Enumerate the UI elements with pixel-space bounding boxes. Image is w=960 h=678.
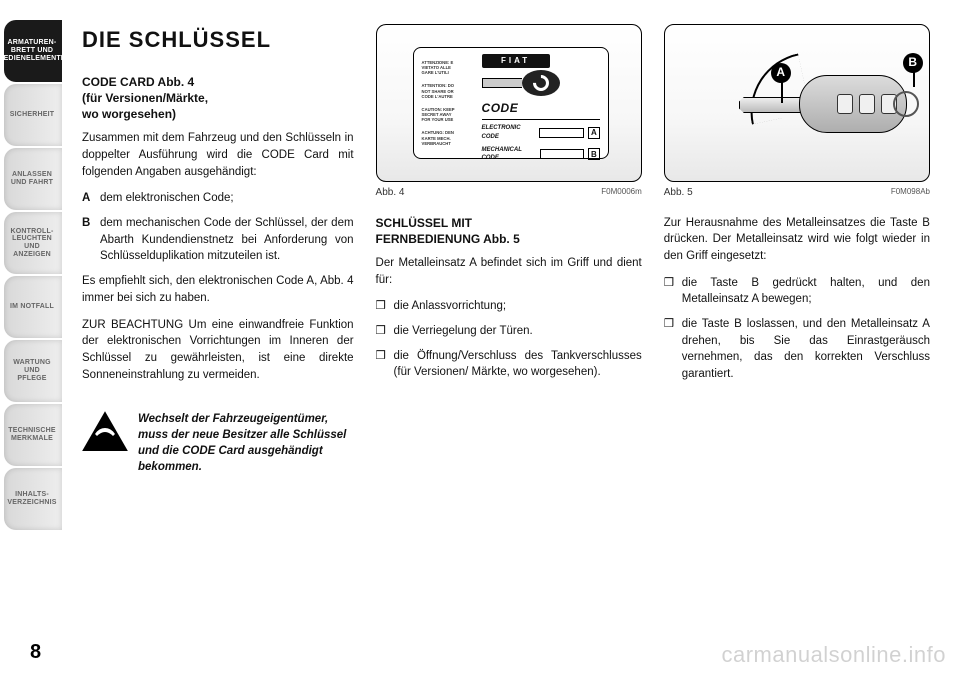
bullet-icon: ❒: [376, 348, 394, 381]
callout-line: [781, 81, 783, 103]
code-card-intro: Zusammen mit dem Fahrzeug und den Schlüs…: [82, 130, 354, 180]
tab-anlassen[interactable]: ANLASSEN UND FAHRT: [4, 148, 62, 210]
code-card-illustration: ATTENZIONE: E VIETATO ALLE GARE L'UTILI …: [413, 47, 609, 159]
callout-line: [913, 71, 915, 87]
callout-a: A: [771, 63, 791, 83]
code-tag-b: B: [588, 148, 599, 160]
remote-button: [837, 94, 853, 114]
code-slot: [539, 128, 584, 138]
tab-wartung[interactable]: WARTUNG UND PFLEGE: [4, 340, 62, 402]
warning-text: Wechselt der Fahrzeugeigentümer, muss de…: [138, 411, 354, 475]
card-warn-row: ACHTUNG: DEN KARTE MECH. VERBRAUCHT: [422, 130, 476, 146]
tab-inhalt[interactable]: INHALTS- VERZEICHNIS: [4, 468, 62, 530]
code-row-mechanical: MECHANICAL CODE B: [482, 146, 600, 163]
code-tag-a: A: [588, 127, 599, 139]
remote-intro: Der Metalleinsatz A befindet sich im Gri…: [376, 255, 642, 288]
code-card-note1: Es empfiehlt sich, den elektronischen Co…: [82, 273, 354, 306]
card-warn-row: CAUTION: KEEP SECRET AWAY FOR YOUR USE: [422, 107, 476, 123]
list-item: B dem mechanischen Code der Schlüssel, d…: [82, 215, 354, 265]
page-title: DIE SCHLÜSSEL: [82, 24, 354, 56]
warning-box: Wechselt der Fahrzeugeigentümer, muss de…: [82, 411, 354, 475]
tab-kontrollleuchten[interactable]: KONTROLL- LEUCHTEN UND ANZEIGEN: [4, 212, 62, 274]
warning-triangle-icon: [82, 411, 128, 451]
bullet-icon: ❒: [376, 298, 394, 315]
key-icon: [482, 70, 600, 96]
manual-page: ARMATUREN- BRETT UND BEDIENELEMENTE SICH…: [0, 0, 960, 678]
item-text: die Taste B loslassen, und den Metallein…: [682, 316, 930, 383]
fig-label: Abb. 4: [376, 186, 405, 201]
fig-code: F0M098Ab: [891, 186, 930, 201]
item-text: die Taste B gedrückt halten, und den Met…: [682, 275, 930, 308]
list-item: ❒ die Verriegelung der Türen.: [376, 323, 642, 340]
list-item: ❒ die Taste B loslassen, und den Metalle…: [664, 316, 930, 383]
item-text: die Öffnung/Verschluss des Tankverschlus…: [394, 348, 642, 381]
section-tabs: ARMATUREN- BRETT UND BEDIENELEMENTE SICH…: [0, 0, 62, 678]
figure-5-caption: Abb. 5 F0M098Ab: [664, 186, 930, 201]
section-code-card-heading: CODE CARD Abb. 4 (für Versionen/Märkte, …: [82, 74, 354, 123]
item-text: die Verriegelung der Türen.: [394, 323, 642, 340]
remote-key-illustration: A B: [731, 51, 907, 161]
marker-a: A: [82, 190, 100, 207]
key-blade: [739, 97, 803, 113]
figure-4-caption: Abb. 4 F0M0006m: [376, 186, 642, 201]
fig-code: F0M0006m: [601, 186, 641, 201]
list-item: A dem elektronischen Code;: [82, 190, 354, 207]
brand-logo: FIAT: [482, 54, 550, 68]
card-warn-row: ATTENZIONE: E VIETATO ALLE GARE L'UTILI: [422, 60, 476, 76]
item-text: dem mechanischen Code der Schlüssel, der…: [100, 215, 354, 265]
reinsert-intro: Zur Herausnahme des Metalleinsatzes die …: [664, 215, 930, 265]
bullet-icon: ❒: [664, 316, 682, 383]
tab-notfall[interactable]: IM NOTFALL: [4, 276, 62, 338]
tab-technische[interactable]: TECHNISCHE MERKMALE: [4, 404, 62, 466]
code-slot: [540, 149, 584, 159]
key-body: [799, 75, 907, 133]
card-warn-row: ATTENTION: DO NOT SHARE OR CODE L'AUTRE: [422, 83, 476, 99]
list-item: ❒ die Taste B gedrückt halten, und den M…: [664, 275, 930, 308]
watermark: carmanualsonline.info: [721, 642, 946, 668]
code-row-label: ELECTRONIC CODE: [482, 124, 536, 141]
bullet-icon: ❒: [376, 323, 394, 340]
callout-b: B: [903, 53, 923, 73]
bullet-icon: ❒: [664, 275, 682, 308]
item-text: die Anlassvorrichtung;: [394, 298, 642, 315]
tab-armaturenbrett[interactable]: ARMATUREN- BRETT UND BEDIENELEMENTE: [4, 20, 62, 82]
tab-sicherheit[interactable]: SICHERHEIT: [4, 84, 62, 146]
remote-button: [859, 94, 875, 114]
item-text: dem elektronischen Code;: [100, 190, 354, 207]
fig-label: Abb. 5: [664, 186, 693, 201]
page-content: DIE SCHLÜSSEL CODE CARD Abb. 4 (für Vers…: [62, 0, 960, 678]
figure-4: ATTENZIONE: E VIETATO ALLE GARE L'UTILI …: [376, 24, 642, 182]
list-item: ❒ die Öffnung/Verschluss des Tankverschl…: [376, 348, 642, 381]
list-item: ❒ die Anlassvorrichtung;: [376, 298, 642, 315]
code-row-label: MECHANICAL CODE: [482, 146, 536, 163]
page-number: 8: [30, 641, 41, 664]
marker-b: B: [82, 215, 100, 265]
code-card-note2: ZUR BEACHTUNG Um eine einwandfreie Funkt…: [82, 317, 354, 384]
section-remote-heading: SCHLÜSSEL MIT FERNBEDIENUNG Abb. 5: [376, 215, 642, 247]
code-row-electronic: ELECTRONIC CODE A: [482, 124, 600, 141]
figure-5: A B: [664, 24, 930, 182]
code-title: CODE: [482, 100, 600, 120]
card-warnings: ATTENZIONE: E VIETATO ALLE GARE L'UTILI …: [422, 54, 476, 152]
key-ring: [893, 91, 919, 117]
